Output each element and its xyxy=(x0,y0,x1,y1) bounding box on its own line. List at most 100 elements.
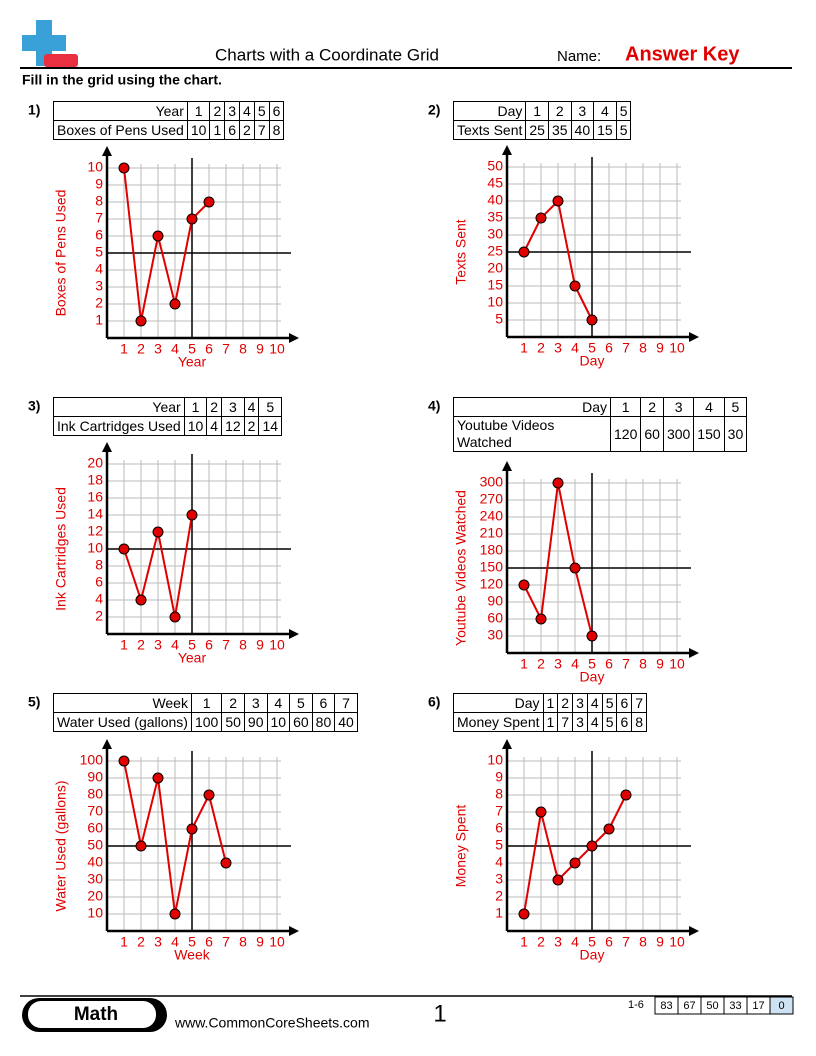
cell: 6 xyxy=(616,712,633,732)
row-label: Water Used (gallons) xyxy=(53,712,192,732)
cell: 50 xyxy=(221,712,245,732)
cell: 3 xyxy=(572,693,588,713)
y-tick-label: 18 xyxy=(87,472,103,488)
cell: 35 xyxy=(547,120,572,140)
cell: 6 xyxy=(616,693,633,713)
cell: 4 xyxy=(586,693,603,713)
name-label: Name: xyxy=(557,48,601,65)
y-tick-label: 7 xyxy=(495,803,503,819)
y-tick-label: 4 xyxy=(95,261,103,277)
cell: 150 xyxy=(693,416,725,452)
cell: 1 xyxy=(525,101,549,121)
cell: 3 xyxy=(570,101,595,121)
cell: 4 xyxy=(239,101,255,121)
data-point xyxy=(169,611,181,623)
data-point xyxy=(186,509,198,521)
x-axis-label: Day xyxy=(580,947,605,963)
cell: 14 xyxy=(258,416,283,436)
x-tick-label: 9 xyxy=(256,934,264,950)
cell: 15 xyxy=(593,120,617,140)
x-tick-label: 2 xyxy=(137,341,145,357)
data-point xyxy=(552,874,564,886)
data-table: Day 1 2 3 4 5 6 7 Money Spent 1 7 3 4 5 6 8 xyxy=(453,693,648,732)
cell: 90 xyxy=(243,712,268,732)
table-row: Year 1 2 3 4 5 6 xyxy=(53,101,285,121)
x-tick-label: 1 xyxy=(520,340,528,356)
y-tick-label: 7 xyxy=(95,210,103,226)
x-tick-label: 4 xyxy=(171,934,179,950)
y-axis-label: Boxes of Pens Used xyxy=(53,190,69,317)
row-label: Ink Cartridges Used xyxy=(53,416,185,436)
problem-number: 1) xyxy=(28,102,40,118)
x-tick-label: 2 xyxy=(137,934,145,950)
x-tick-label: 6 xyxy=(605,656,613,672)
score: 0 xyxy=(778,1000,784,1012)
y-tick-label: 10 xyxy=(87,159,103,175)
y-axis-arrow xyxy=(502,145,512,155)
data-point xyxy=(569,562,581,574)
score: 67 xyxy=(683,1000,695,1012)
cell: 2 xyxy=(221,693,245,713)
cell: 4 xyxy=(243,397,260,417)
x-tick-label: 6 xyxy=(205,934,213,950)
x-tick-label: 4 xyxy=(171,341,179,357)
x-tick-label: 9 xyxy=(656,656,664,672)
table-row: Water Used (gallons) 100 50 90 10 60 80 40 xyxy=(53,712,358,732)
data-point xyxy=(203,789,215,801)
data-table: Day 1 2 3 4 5 Texts Sent 25 35 40 15 5 xyxy=(452,101,632,140)
subject-badge-inner xyxy=(28,1001,156,1028)
y-tick-label: 30 xyxy=(87,871,103,887)
y-tick-label: 300 xyxy=(480,474,504,490)
y-tick-label: 10 xyxy=(487,294,503,310)
x-tick-label: 8 xyxy=(239,341,247,357)
x-tick-label: 9 xyxy=(256,637,264,653)
cell: 6 xyxy=(311,693,336,713)
table-row: Week 1 2 3 4 5 6 7 xyxy=(53,693,358,713)
cell: 5 xyxy=(615,120,632,140)
data-point xyxy=(518,246,530,258)
table-row: Money Spent 1 7 3 4 5 6 8 xyxy=(453,712,648,732)
y-tick-label: 20 xyxy=(487,260,503,276)
x-tick-label: 4 xyxy=(571,934,579,950)
x-tick-label: 5 xyxy=(588,934,596,950)
cell: 60 xyxy=(289,712,313,732)
y-axis-arrow xyxy=(102,442,112,452)
x-tick-label: 8 xyxy=(639,340,647,356)
x-tick-label: 6 xyxy=(205,637,213,653)
cell: 1 xyxy=(609,397,642,417)
row-label: Texts Sent xyxy=(452,120,527,140)
data-point xyxy=(152,230,164,242)
x-tick-label: 10 xyxy=(269,341,285,357)
cell: 10 xyxy=(266,712,291,732)
data-point xyxy=(169,908,181,920)
y-tick-label: 120 xyxy=(480,576,504,592)
cell: 1 xyxy=(209,120,226,140)
x-tick-label: 3 xyxy=(154,341,162,357)
y-tick-label: 9 xyxy=(95,176,103,192)
y-tick-label: 1 xyxy=(95,312,103,328)
cell: 2 xyxy=(239,120,255,140)
data-point xyxy=(118,755,130,767)
cell: 4 xyxy=(693,397,725,417)
score-box xyxy=(769,996,794,1015)
data-line xyxy=(123,167,210,322)
y-tick-label: 60 xyxy=(487,610,503,626)
subject: Math xyxy=(74,1004,118,1025)
cell: 2 xyxy=(557,693,574,713)
x-tick-label: 10 xyxy=(669,340,685,356)
cell: 10 xyxy=(186,120,211,140)
x-tick-label: 1 xyxy=(520,656,528,672)
y-tick-label: 240 xyxy=(480,508,504,524)
y-tick-label: 35 xyxy=(487,209,503,225)
y-tick-label: 3 xyxy=(495,871,503,887)
row-label: Boxes of Pens Used xyxy=(53,120,188,140)
data-point xyxy=(220,857,232,869)
score: 83 xyxy=(660,1000,672,1012)
x-tick-label: 10 xyxy=(269,934,285,950)
problem-number: 3) xyxy=(28,398,40,414)
x-tick-label: 8 xyxy=(639,656,647,672)
y-tick-label: 30 xyxy=(487,226,503,242)
y-tick-label: 80 xyxy=(87,786,103,802)
cell: 6 xyxy=(224,120,241,140)
cell: 7 xyxy=(334,693,358,713)
